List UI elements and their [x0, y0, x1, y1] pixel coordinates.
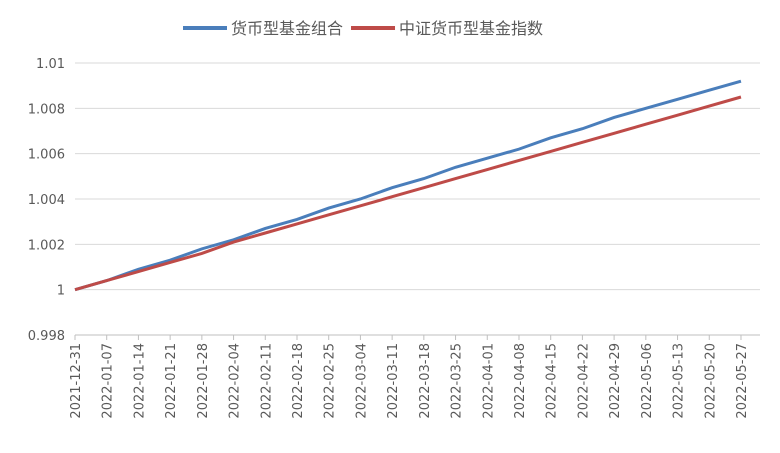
x-tick-label: 2022-01-21 [164, 343, 179, 419]
y-tick-label: 1.01 [36, 57, 65, 72]
x-tick-label: 2022-02-18 [291, 343, 306, 419]
y-tick-label: 0.998 [28, 329, 65, 344]
x-tick-label: 2022-03-04 [354, 343, 369, 419]
x-tick-label: 2022-02-25 [323, 343, 338, 419]
x-tick-label: 2022-04-08 [513, 343, 528, 419]
x-tick-label: 2022-02-11 [259, 343, 274, 419]
x-tick-label: 2022-04-22 [576, 343, 591, 419]
x-tick-label: 2022-05-20 [703, 343, 718, 419]
x-tick-label: 2022-03-25 [450, 343, 465, 419]
y-tick-label: 1 [57, 284, 65, 299]
series-line [74, 79, 742, 292]
x-tick-label: 2021-12-31 [69, 343, 84, 419]
x-tick-label: 2022-03-11 [386, 343, 401, 419]
x-tick-label: 2022-01-07 [101, 343, 116, 419]
x-tick-label: 2022-03-18 [418, 343, 433, 419]
y-tick-label: 1.006 [28, 148, 65, 163]
y-tick-label: 1.004 [28, 193, 65, 208]
x-tick-label: 2022-01-14 [132, 343, 147, 419]
y-tick-label: 1.008 [28, 102, 65, 117]
x-tick-label: 2022-05-27 [735, 343, 750, 419]
y-tick-label: 1.002 [28, 238, 65, 253]
legend-label: 中证货币型基金指数 [399, 19, 543, 38]
x-tick-label: 2022-04-29 [608, 343, 623, 419]
x-tick-label: 2022-05-13 [672, 343, 687, 419]
x-tick-label: 2022-04-15 [545, 343, 560, 419]
x-tick-label: 2022-01-28 [196, 343, 211, 419]
x-tick-label: 2022-04-01 [481, 343, 496, 419]
series-line [74, 95, 742, 292]
x-tick-label: 2022-02-04 [228, 343, 243, 419]
x-tick-label: 2022-05-06 [640, 343, 655, 419]
legend-label: 货币型基金组合 [231, 19, 343, 38]
